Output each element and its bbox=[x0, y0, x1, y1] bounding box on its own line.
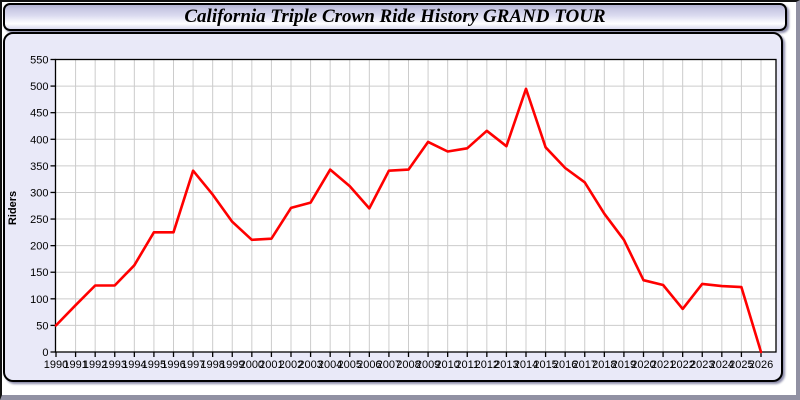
y-tick-label: 500 bbox=[30, 81, 48, 93]
gridlines bbox=[55, 59, 776, 352]
y-tick-label: 400 bbox=[30, 134, 48, 146]
y-tick-label: 300 bbox=[30, 187, 48, 199]
x-tick-label: 2011 bbox=[455, 359, 479, 371]
page-title: California Triple Crown Ride History GRA… bbox=[184, 6, 606, 27]
y-tick-label: 450 bbox=[30, 108, 48, 120]
y-tick-label: 250 bbox=[30, 214, 48, 226]
x-tick-label: 2018 bbox=[592, 359, 616, 371]
y-tick-label: 150 bbox=[30, 267, 48, 279]
y-tick-label: 50 bbox=[36, 320, 48, 332]
plot-area bbox=[55, 59, 776, 352]
x-tick-label: 2016 bbox=[553, 359, 577, 371]
x-tick-label: 2026 bbox=[749, 359, 773, 371]
y-tick-label: 350 bbox=[30, 161, 48, 173]
x-tick-label: 2024 bbox=[710, 359, 734, 371]
x-tick-label: 2009 bbox=[416, 359, 440, 371]
x-tick-label: 2004 bbox=[318, 359, 342, 371]
x-tick-label: 1990 bbox=[44, 359, 68, 371]
x-tick-label: 2017 bbox=[573, 359, 597, 371]
x-tick-label: 1996 bbox=[161, 359, 185, 371]
x-tick-label: 2021 bbox=[651, 359, 675, 371]
x-tick-label: 2015 bbox=[533, 359, 557, 371]
x-tick-label: 1997 bbox=[181, 359, 205, 371]
x-tick-label: 2006 bbox=[357, 359, 381, 371]
y-tick-label: 550 bbox=[30, 55, 48, 67]
axis-ticks bbox=[50, 58, 762, 357]
x-tick-label: 2022 bbox=[670, 359, 694, 371]
x-tick-label: 2025 bbox=[729, 359, 753, 371]
y-axis-labels: 0 50 100 150 200 250 300 350 400 450 500 550 bbox=[30, 55, 48, 360]
x-tick-label: 2002 bbox=[279, 359, 303, 371]
x-axis-labels: 1990199119921993199419951996199719981999… bbox=[44, 359, 773, 371]
x-tick-label: 1999 bbox=[220, 359, 244, 371]
riders-line-series bbox=[54, 87, 763, 354]
y-tick-label: 0 bbox=[42, 347, 48, 359]
y-tick-label: 100 bbox=[30, 294, 48, 306]
x-tick-label: 2020 bbox=[631, 359, 655, 371]
y-tick-label: 200 bbox=[30, 241, 48, 253]
x-tick-label: 1992 bbox=[83, 359, 107, 371]
plot-frame bbox=[54, 58, 777, 353]
x-tick-label: 2019 bbox=[612, 359, 636, 371]
x-tick-label: 2023 bbox=[690, 359, 714, 371]
x-tick-label: 1991 bbox=[63, 359, 87, 371]
x-tick-label: 1998 bbox=[200, 359, 224, 371]
x-tick-label: 1995 bbox=[142, 359, 166, 371]
x-tick-label: 2008 bbox=[396, 359, 420, 371]
x-tick-label: 1994 bbox=[122, 359, 146, 371]
x-tick-label: 2010 bbox=[435, 359, 459, 371]
x-tick-label: 2007 bbox=[377, 359, 401, 371]
x-tick-label: 1993 bbox=[103, 359, 127, 371]
title-bar: California Triple Crown Ride History GRA… bbox=[3, 3, 787, 31]
y-axis-title: Riders bbox=[7, 191, 19, 225]
x-tick-label: 2005 bbox=[338, 359, 362, 371]
x-tick-label: 2014 bbox=[514, 359, 538, 371]
x-tick-label: 2000 bbox=[240, 359, 264, 371]
x-tick-label: 2012 bbox=[475, 359, 499, 371]
x-tick-label: 2013 bbox=[494, 359, 518, 371]
x-tick-label: 2001 bbox=[259, 359, 283, 371]
x-tick-label: 2003 bbox=[298, 359, 322, 371]
